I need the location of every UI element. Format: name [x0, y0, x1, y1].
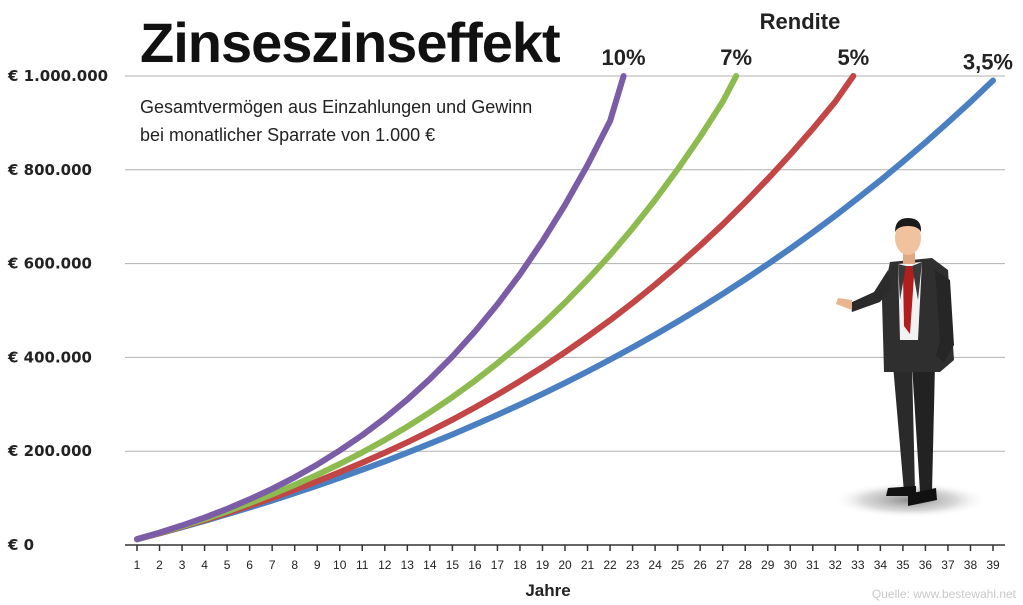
x-tick-label-17: 17	[491, 558, 505, 572]
x-tick-label-22: 22	[603, 558, 617, 572]
x-tick-label-12: 12	[378, 558, 392, 572]
series-line-3-5	[134, 77, 996, 543]
series-label-5: 5%	[837, 45, 869, 70]
y-tick-label-4: € 800.000	[7, 161, 92, 179]
x-tick-label-32: 32	[829, 558, 843, 572]
x-tick-label-2: 2	[156, 558, 163, 572]
legend-title: Rendite	[760, 9, 841, 34]
x-tick-label-16: 16	[468, 558, 482, 572]
pointing-hand	[836, 298, 852, 310]
x-tick-label-18: 18	[513, 558, 527, 572]
left-shoe	[886, 486, 916, 496]
y-axis-tick-labels: € 0 € 200.000 € 400.000 € 600.000 € 800.000 €…	[7, 67, 108, 554]
data-series	[134, 73, 996, 543]
x-tick-label-3: 3	[179, 558, 186, 572]
right-arm	[935, 270, 954, 362]
x-tick-label-28: 28	[739, 558, 753, 572]
x-tick-label-26: 26	[693, 558, 707, 572]
y-tick-label-0: € 0	[7, 536, 34, 554]
x-tick-label-8: 8	[291, 558, 298, 572]
x-tick-label-39: 39	[986, 558, 1000, 572]
x-tick-label-5: 5	[224, 558, 231, 572]
series-labels: 10% 7% 5% 3,5%	[602, 45, 1013, 75]
x-tick-label-23: 23	[626, 558, 640, 572]
x-tick-label-38: 38	[964, 558, 978, 572]
left-arm	[850, 270, 892, 312]
neck	[903, 252, 915, 264]
x-axis-label: Jahre	[525, 581, 570, 600]
head	[895, 221, 921, 255]
chart-title: Zinseszinseffekt	[140, 11, 560, 74]
x-tick-label-37: 37	[941, 558, 955, 572]
x-tick-label-31: 31	[806, 558, 820, 572]
right-leg	[912, 365, 935, 492]
y-tick-label-5: € 1.000.000	[7, 67, 108, 85]
x-tick-label-29: 29	[761, 558, 775, 572]
series-line-7	[134, 73, 740, 543]
x-tick-label-19: 19	[536, 558, 550, 572]
x-tick-label-7: 7	[269, 558, 276, 572]
x-tick-label-34: 34	[874, 558, 888, 572]
series-label-3-5: 3,5%	[963, 50, 1013, 75]
series-label-7: 7%	[720, 45, 752, 70]
x-tick-label-10: 10	[333, 558, 347, 572]
y-tick-label-2: € 400.000	[7, 348, 92, 366]
x-tick-label-27: 27	[716, 558, 730, 572]
chart-subtitle-line-2: bei monatlicher Sparrate von 1.000 €	[140, 125, 435, 145]
x-tick-label-33: 33	[851, 558, 865, 572]
x-axis: 1 2 3 4 5 6 7 8 9 10 11 12 13 14 15 16 17 18 19 20 21 22 23 24 2…	[125, 544, 1005, 572]
x-tick-label-6: 6	[246, 558, 253, 572]
x-tick-label-13: 13	[401, 558, 415, 572]
left-lapel	[898, 264, 906, 300]
x-tick-label-36: 36	[919, 558, 933, 572]
businessman-illustration	[832, 218, 988, 518]
x-tick-label-1: 1	[134, 558, 141, 572]
grid-lines	[125, 75, 1005, 452]
x-tick-label-9: 9	[314, 558, 321, 572]
x-tick-label-25: 25	[671, 558, 685, 572]
series-line-10	[134, 73, 627, 543]
x-tick-label-30: 30	[784, 558, 798, 572]
right-lapel	[912, 262, 922, 300]
series-label-10: 10%	[602, 45, 646, 70]
x-tick-label-21: 21	[581, 558, 595, 572]
x-tick-label-20: 20	[558, 558, 572, 572]
chart-subtitle-line-1: Gesamtvermögen aus Einzahlungen und Gewi…	[140, 97, 532, 117]
x-tick-label-14: 14	[423, 558, 437, 572]
x-tick-label-35: 35	[896, 558, 910, 572]
x-tick-label-4: 4	[201, 558, 208, 572]
x-tick-label-15: 15	[446, 558, 460, 572]
hair	[895, 218, 922, 232]
tie	[903, 266, 914, 334]
y-tick-label-3: € 600.000	[7, 255, 92, 273]
right-shoe	[908, 488, 937, 506]
left-leg	[893, 365, 915, 492]
y-tick-label-1: € 200.000	[7, 442, 92, 460]
source-credit: Quelle: www.bestewahl.net	[872, 587, 1017, 601]
x-tick-label-11: 11	[356, 558, 369, 572]
x-tick-label-24: 24	[648, 558, 662, 572]
